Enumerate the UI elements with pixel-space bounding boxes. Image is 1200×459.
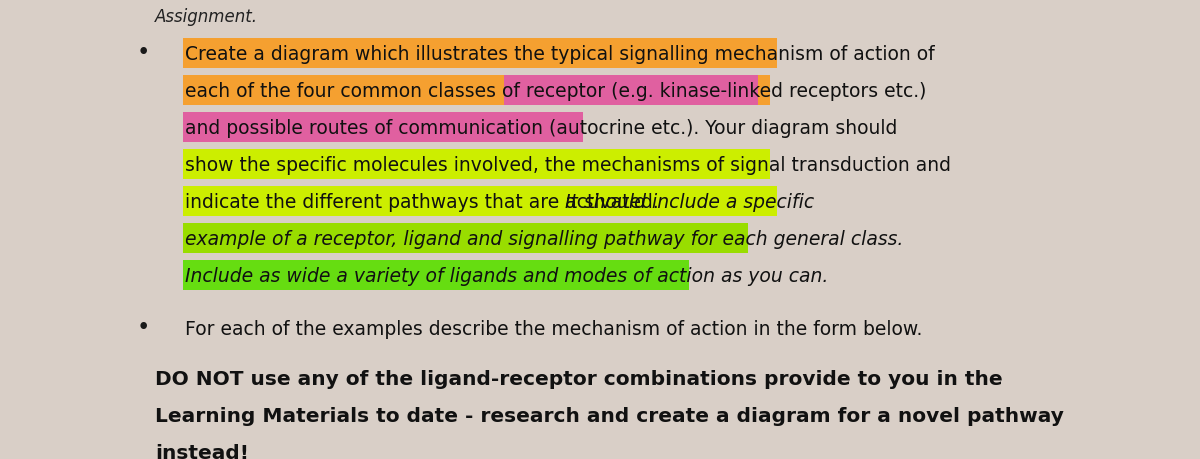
Text: example of a receptor, ligand and signalling pathway for each general class.: example of a receptor, ligand and signal…	[185, 230, 904, 248]
Text: •: •	[137, 315, 150, 338]
Text: DO NOT use any of the ligand-receptor combinations provide to you in the: DO NOT use any of the ligand-receptor co…	[155, 369, 1003, 388]
Text: indicate the different pathways that are activated.: indicate the different pathways that are…	[185, 193, 665, 212]
FancyBboxPatch shape	[182, 187, 778, 217]
FancyBboxPatch shape	[504, 76, 758, 106]
Text: Include as wide a variety of ligands and modes of action as you can.: Include as wide a variety of ligands and…	[185, 266, 828, 285]
Text: Learning Materials to date - research and create a diagram for a novel pathway: Learning Materials to date - research an…	[155, 406, 1064, 425]
Text: show the specific molecules involved, the mechanisms of signal transduction and: show the specific molecules involved, th…	[185, 156, 952, 174]
Text: each of the four common classes of receptor (e.g. kinase-linked receptors etc.): each of the four common classes of recep…	[185, 82, 926, 101]
FancyBboxPatch shape	[182, 76, 769, 106]
Text: For each of the examples describe the mechanism of action in the form below.: For each of the examples describe the me…	[185, 319, 923, 338]
FancyBboxPatch shape	[182, 260, 689, 291]
FancyBboxPatch shape	[182, 150, 769, 179]
Text: It should include a specific: It should include a specific	[564, 193, 814, 212]
Text: Create a diagram which illustrates the typical signalling mechanism of action of: Create a diagram which illustrates the t…	[185, 45, 935, 64]
Text: and possible routes of communication (autocrine etc.). Your diagram should: and possible routes of communication (au…	[185, 119, 898, 138]
Text: Assignment.: Assignment.	[155, 8, 258, 26]
FancyBboxPatch shape	[182, 113, 583, 143]
Text: •: •	[137, 41, 150, 64]
FancyBboxPatch shape	[182, 39, 778, 69]
FancyBboxPatch shape	[182, 224, 748, 253]
Text: instead!: instead!	[155, 443, 250, 459]
